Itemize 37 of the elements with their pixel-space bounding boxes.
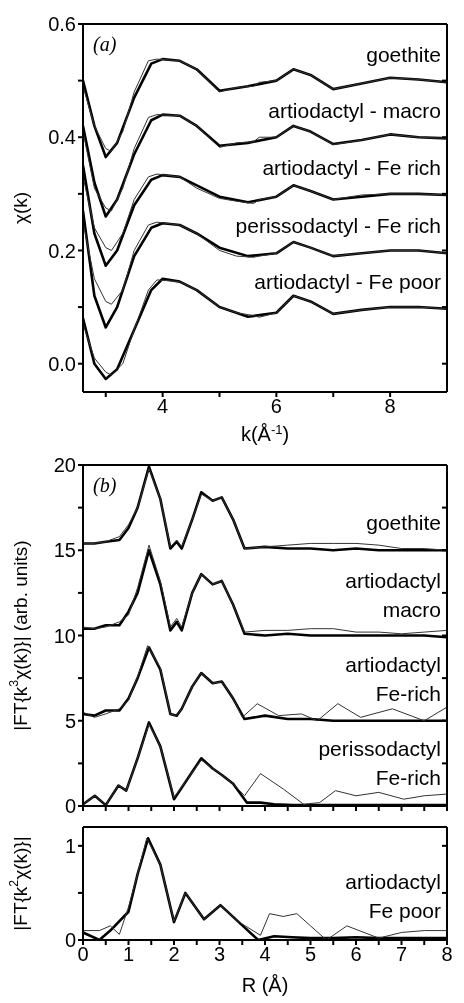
x-tick-label: 5 (304, 943, 317, 966)
x-tick-label: 2 (168, 943, 180, 966)
y-tick-label: 0.2 (48, 239, 76, 262)
y-tick-label: 5 (64, 709, 76, 732)
legend-label: artiodactyl Fe poor (345, 869, 441, 922)
x-tick-label: 1 (122, 943, 135, 966)
y-tick-label: 0 (64, 929, 76, 952)
y-tick-label: 20 (53, 454, 76, 477)
x-tick-label: 8 (384, 395, 396, 418)
legend-label: artiodactyl - Fe rich (262, 155, 441, 179)
y-tick-label: 10 (53, 624, 76, 647)
x-axis-title: R (Å) (241, 974, 289, 996)
x-tick-label: 4 (157, 395, 169, 418)
x-tick-label: 8 (441, 943, 453, 966)
y-tick-label: 0.0 (48, 352, 76, 375)
legend-label: artiodactyl macro (345, 568, 441, 621)
legend-label: artiodactyl - macro (268, 98, 441, 122)
x-axis-title: k(Å$^{-1}$) (240, 421, 290, 445)
y-tick-label: 1 (64, 834, 76, 857)
x-tick-label: 6 (270, 395, 282, 418)
x-tick-label: 4 (259, 943, 271, 966)
series-label: goethite (366, 42, 441, 66)
y-tick-label: 0.6 (48, 13, 76, 36)
y-tick-label: 15 (53, 539, 76, 562)
x-tick-label: 3 (213, 943, 226, 966)
annotation: (a) (93, 33, 117, 56)
legend-label: goethite (366, 510, 441, 534)
legend-label: artiodactyl - Fe poor (254, 269, 441, 293)
legend-label: perissodactyl Fe-rich (318, 736, 441, 789)
annotation: (b) (93, 474, 117, 497)
y-tick-label: 0 (64, 795, 76, 818)
x-tick-label: 7 (395, 943, 408, 966)
x-tick-label: 6 (350, 943, 362, 966)
legend-label: artiodactyl Fe-rich (345, 652, 441, 705)
legend-label: perissodactyl - Fe rich (235, 213, 441, 237)
y-tick-label: 0.4 (48, 126, 76, 149)
y-axis-title: χ(k) (10, 191, 32, 225)
